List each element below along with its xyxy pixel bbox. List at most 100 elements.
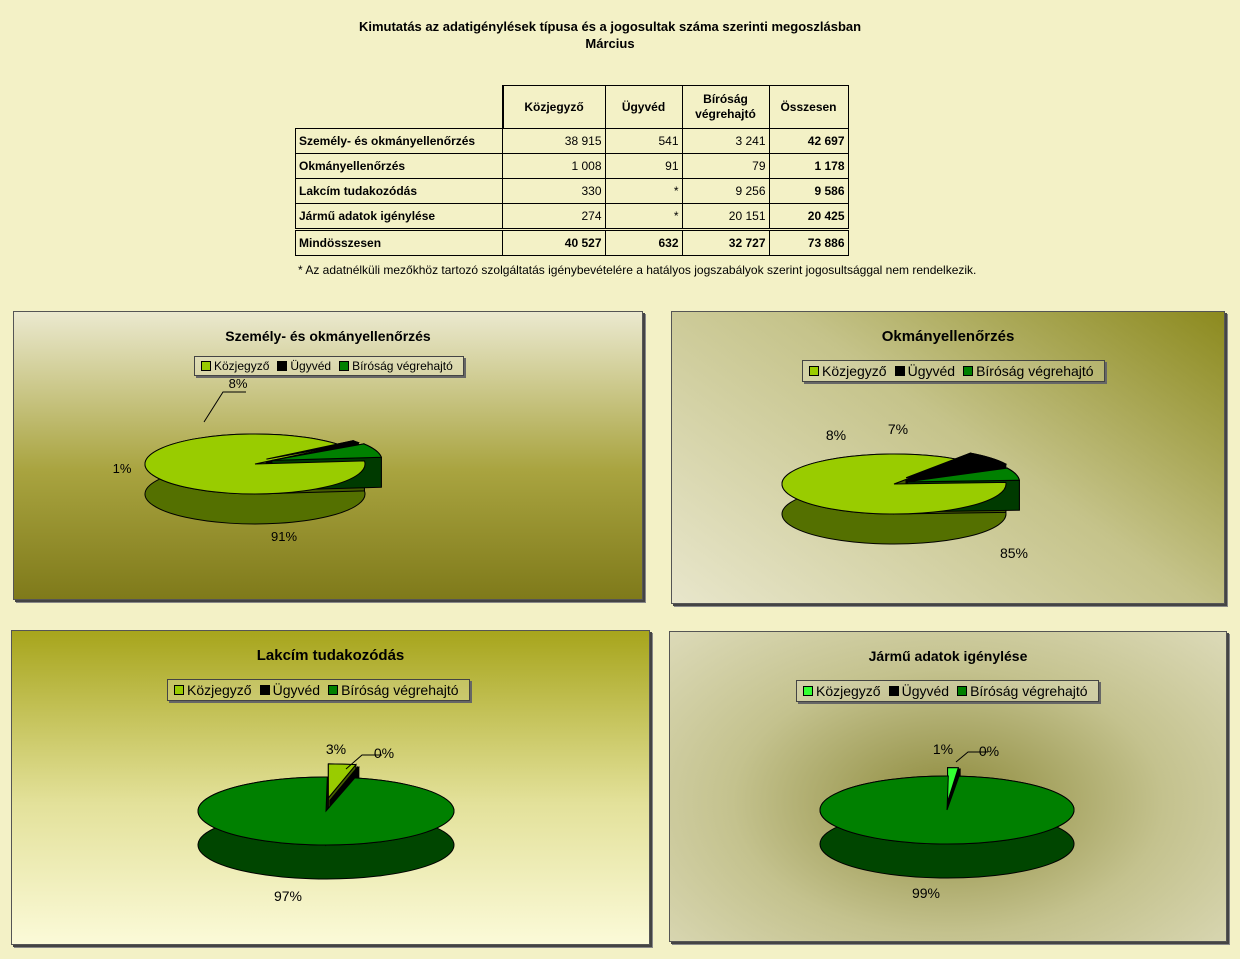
table-cell: 541 xyxy=(604,128,683,154)
legend-entry: Bíróság végrehajtó xyxy=(339,359,453,373)
pie-slice-közjegyző xyxy=(144,433,366,495)
legend-label: Közjegyző xyxy=(822,363,887,379)
data-label: 0% xyxy=(374,745,394,761)
legend-entry: Közjegyző xyxy=(201,359,269,373)
pie-slices xyxy=(144,433,383,525)
pie-slice-ügyvéd xyxy=(329,766,360,801)
data-label: 0% xyxy=(979,743,999,759)
legend-label: Bíróság végrehajtó xyxy=(352,359,453,373)
col-header-birosag: Bíróság végrehajtó xyxy=(681,85,770,129)
table-cell: 3 241 xyxy=(681,128,770,154)
chart-title: Lakcím tudakozódás xyxy=(256,647,405,664)
table-cell: 38 915 xyxy=(502,128,606,154)
chart-panel-okmany[interactable]: Okmányellenőrzés 85% 8% 7% Közjegyző Ügyvéd… xyxy=(671,311,1225,604)
pie-chart: 3% 0% 97% xyxy=(197,741,455,904)
legend-entry: Bíróság végrehajtó xyxy=(963,363,1094,379)
table-cell-total: 1 178 xyxy=(768,153,849,179)
pie-slice-ügyvéd xyxy=(947,768,961,803)
table-cell: 91 xyxy=(604,153,683,179)
report-title-line1: Kimutatás az adatigénylések típusa és a … xyxy=(358,19,862,34)
data-label: 1% xyxy=(933,741,953,757)
legend-swatch xyxy=(803,686,813,696)
legend-swatch xyxy=(894,366,905,376)
data-label: 85% xyxy=(1000,545,1028,561)
data-label: 3% xyxy=(326,741,346,757)
leader-line xyxy=(345,754,382,770)
legend-swatch xyxy=(259,685,270,695)
legend-label: Ügyvéd xyxy=(907,363,956,379)
chart-legend: Közjegyző Ügyvéd Bíróság végrehajtó xyxy=(194,356,464,376)
data-label: 1% xyxy=(113,461,132,476)
report-title: Kimutatás az adatigénylések típusa és a … xyxy=(290,18,930,52)
chart-title: Okmányellenőrzés xyxy=(881,328,1015,345)
table-corner xyxy=(295,85,504,129)
row-label: Jármű adatok igénylése xyxy=(295,203,503,230)
table-cell: 20 151 xyxy=(681,203,770,230)
pie-slice-közjegyző xyxy=(781,453,1007,515)
leader-line xyxy=(955,751,988,763)
table-cell-total: 40 527 xyxy=(502,228,606,256)
legend-label: Ügyvéd xyxy=(272,682,321,698)
legend-entry: Ügyvéd xyxy=(888,683,950,699)
table-total-row: Mindösszesen 40 527 632 32 727 73 886 xyxy=(295,228,849,256)
legend-entry: Ügyvéd xyxy=(259,682,321,698)
col-header-ugyved: Ügyvéd xyxy=(604,85,683,129)
legend-swatch xyxy=(174,685,184,695)
legend-entry: Bíróság végrehajtó xyxy=(957,683,1088,699)
table-cell: 79 xyxy=(681,153,770,179)
pie-slice-közjegyző xyxy=(327,763,357,800)
pie-slice-bíróság-végrehajtó xyxy=(197,776,455,846)
footnote: * Az adatnélküli mezőkhöz tartozó szolgá… xyxy=(298,263,977,277)
legend-label: Ügyvéd xyxy=(290,359,332,373)
chart-title: Személy- és okmányellenőrzés xyxy=(225,328,431,344)
data-label: 7% xyxy=(888,421,908,437)
table-cell: 1 008 xyxy=(502,153,606,179)
table-cell: 274 xyxy=(502,203,606,230)
table-cell: * xyxy=(604,178,683,204)
data-label: 99% xyxy=(912,885,940,901)
legend-entry: Közjegyző xyxy=(174,682,252,698)
legend-swatch xyxy=(888,686,899,696)
summary-table: Közjegyző Ügyvéd Bíróság végrehajtó Össz… xyxy=(295,85,849,256)
table-cell: * xyxy=(604,203,683,230)
legend-swatch xyxy=(809,366,819,376)
legend-entry: Közjegyző xyxy=(803,683,881,699)
table-cell-total: 73 886 xyxy=(768,228,849,256)
legend-swatch xyxy=(957,686,968,696)
pie-slice-közjegyző xyxy=(947,767,959,802)
legend-entry: Ügyvéd xyxy=(277,359,331,373)
pie-slice-bíróság-végrehajtó xyxy=(907,467,1020,483)
chart-panel-szemely[interactable]: Személy- és okmányellenőrzés 91% 1% 8% Köz… xyxy=(13,311,643,600)
table-cell-total: 632 xyxy=(604,228,683,256)
chart-panel-lakcim[interactable]: Lakcím tudakozódás 3% 0% 97% Közjegyző Ügyv… xyxy=(11,630,650,945)
legend-label: Bíróság végrehajtó xyxy=(341,682,459,698)
legend-entry: Közjegyző xyxy=(809,363,887,379)
data-label: 91% xyxy=(271,529,297,544)
table-cell: 9 256 xyxy=(681,178,770,204)
chart-panel-jarmu[interactable]: Jármű adatok igénylése 1% 0% 99% Közjegyző… xyxy=(669,631,1227,942)
pie-chart: 1% 0% 99% xyxy=(819,741,1075,901)
chart-legend: Közjegyző Ügyvéd Bíróság végrehajtó xyxy=(802,360,1105,382)
legend-label: Közjegyző xyxy=(187,682,252,698)
legend-entry: Ügyvéd xyxy=(894,363,956,379)
table-cell-total: 9 586 xyxy=(768,178,849,204)
report-title-line2: Március xyxy=(585,36,635,51)
legend-swatch xyxy=(277,361,288,371)
legend-label: Ügyvéd xyxy=(901,683,950,699)
table-row: Lakcím tudakozódás 330 * 9 256 9 586 xyxy=(295,178,849,204)
col-header-osszesen: Összesen xyxy=(768,85,849,129)
row-label: Lakcím tudakozódás xyxy=(295,178,503,204)
row-label: Személy- és okmányellenőrzés xyxy=(295,128,503,154)
data-label: 8% xyxy=(229,376,248,391)
pie-slices xyxy=(197,763,455,880)
pie-slice-bíróság-végrehajtó xyxy=(271,443,383,461)
legend-label: Közjegyző xyxy=(214,359,270,373)
total-label: Mindösszesen xyxy=(295,228,503,256)
chart-legend: Közjegyző Ügyvéd Bíróság végrehajtó xyxy=(167,679,470,701)
table-cell: 330 xyxy=(502,178,606,204)
table-row: Okmányellenőrzés 1 008 91 79 1 178 xyxy=(295,153,849,179)
col-header-kozjegyzo: Közjegyző xyxy=(502,85,606,129)
pie-slice-ügyvéd xyxy=(266,440,361,460)
legend-swatch xyxy=(339,361,350,371)
legend-swatch xyxy=(201,361,211,371)
